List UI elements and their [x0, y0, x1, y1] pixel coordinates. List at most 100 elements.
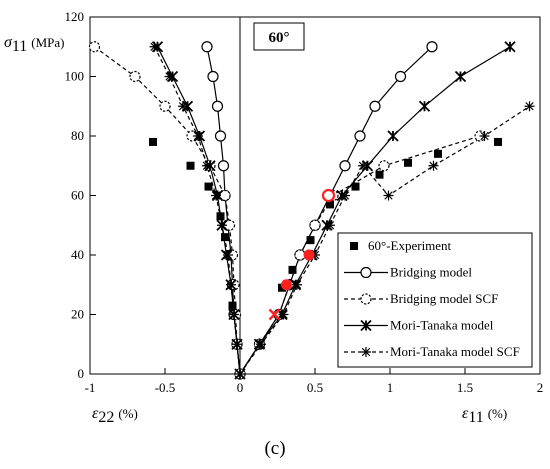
highlight-point-3	[268, 308, 281, 321]
point-s4-7	[223, 250, 233, 260]
point-s0-9	[306, 236, 315, 245]
point-s1-18	[339, 160, 351, 172]
tick-marks	[89, 16, 541, 375]
highlight-point-1	[303, 249, 315, 261]
point-s4-16	[325, 220, 335, 231]
point-s4-17	[340, 190, 350, 201]
x-tick-label: 2	[537, 380, 544, 395]
legend-marker-4	[361, 347, 371, 357]
point-s1-19	[354, 130, 366, 142]
legend-label-4: Mori-Tanaka model SCF	[390, 344, 520, 359]
curve-2-branch-0	[94, 46, 241, 375]
legend-label-2: Bridging model SCF	[390, 291, 498, 306]
x-axis-label-left: ε22 (%)	[92, 405, 138, 426]
x-tick-label: 0.5	[307, 380, 323, 395]
point-s3-21	[454, 70, 467, 83]
point-s4-3	[193, 131, 203, 141]
x-tick-label: 1	[387, 380, 394, 395]
point-s0-6	[228, 301, 237, 310]
y-tick-label: 20	[71, 307, 84, 322]
legend-entry-3: Mori-Tanaka model	[344, 318, 494, 333]
legend-entry-0: 60°-Experiment	[350, 238, 452, 253]
point-s0-4	[221, 233, 229, 242]
point-s4-8	[226, 279, 236, 290]
point-s1-20	[369, 100, 381, 112]
legend-label-0: 60°-Experiment	[368, 238, 452, 253]
tick-labels: 0 20 40 60 80 100 120 -1 -0.5 0 0.5 1 1.5 2	[65, 9, 544, 395]
point-s0-0	[149, 137, 157, 146]
point-s1-0	[201, 41, 213, 53]
point-s4-11	[235, 369, 245, 379]
point-s0-14	[434, 149, 442, 158]
point-s4-12	[256, 339, 266, 350]
point-s2-18	[378, 160, 390, 172]
point-s4-2	[178, 101, 188, 112]
chart-area: 0 20 40 60 80 100 120 -1 -0.5 0 0.5 1 1.5 2 60° σ11 (M…	[4, 9, 544, 426]
point-s4-22	[524, 101, 535, 112]
legend-entry-2: Bridging model SCF	[344, 291, 498, 306]
figure-caption: (c)	[264, 438, 286, 459]
point-s1-22	[426, 41, 438, 53]
curve-3-branch-0	[156, 46, 241, 375]
point-s0-15	[494, 137, 502, 146]
point-s2-2	[159, 100, 171, 112]
point-s0-11	[351, 182, 360, 191]
y-axis-label: σ11 (MPa)	[4, 34, 65, 55]
point-s4-0	[149, 41, 160, 52]
point-s4-18	[358, 160, 368, 171]
point-s1-4	[217, 160, 230, 172]
x-tick-label: 1.5	[457, 380, 473, 395]
legend-marker-1	[360, 266, 372, 279]
curve-4-branch-1	[239, 105, 530, 375]
point-s4-14	[292, 279, 302, 290]
point-s1-21	[394, 70, 407, 83]
highlight-markers	[268, 188, 336, 321]
point-s0-8	[288, 265, 297, 274]
y-tick-label: 60	[71, 188, 84, 203]
point-s4-10	[232, 339, 242, 350]
legend-marker-3	[360, 319, 372, 332]
point-s0-1	[186, 161, 195, 170]
annotation-box	[253, 22, 305, 51]
legend-label-1: Bridging model	[390, 265, 472, 280]
x-tick-label: 0	[237, 380, 244, 395]
y-tick-label: 100	[65, 69, 85, 84]
point-s0-2	[204, 182, 213, 191]
point-s3-22	[504, 41, 516, 53]
point-s2-1	[129, 70, 141, 83]
point-s2-0	[88, 41, 101, 53]
point-s0-3	[216, 212, 225, 221]
x-tick-label: -0.5	[155, 380, 176, 395]
legend-entry-4: Mori-Tanaka model SCF	[344, 344, 520, 359]
point-s4-1	[164, 71, 175, 82]
legend-label-3: Mori-Tanaka model	[390, 318, 494, 333]
point-s0-10	[326, 200, 334, 209]
point-s4-4	[202, 160, 212, 171]
point-s4-20	[428, 160, 439, 171]
point-s4-9	[229, 309, 239, 320]
x-tick-label: -1	[85, 380, 96, 395]
highlight-point-0	[321, 188, 336, 203]
legend-marker-2	[360, 293, 372, 305]
annotation-label: 60°	[269, 30, 290, 46]
point-s1-2	[211, 100, 224, 112]
legend-marker-0	[350, 242, 358, 250]
highlight-point-2	[281, 279, 292, 291]
y-tick-label: 40	[71, 247, 84, 262]
point-s4-6	[217, 220, 227, 231]
curve-4-branch-0	[153, 46, 241, 375]
point-s4-19	[383, 190, 394, 201]
y-tick-label: 80	[71, 128, 84, 143]
y-tick-label: 0	[78, 366, 85, 381]
y-tick-label: 120	[65, 9, 85, 24]
point-s0-13	[404, 158, 412, 167]
point-s2-16	[309, 219, 321, 231]
point-s4-13	[278, 309, 289, 320]
point-s0-12	[375, 170, 384, 179]
point-s3-20	[418, 100, 431, 112]
x-axis-label-right: ε11 (%)	[462, 405, 507, 426]
point-s3-19	[387, 130, 399, 142]
point-s4-21	[479, 131, 490, 141]
legend: 60°-Experiment Bridging model Bridging mod…	[337, 232, 533, 368]
point-s1-3	[214, 130, 227, 142]
